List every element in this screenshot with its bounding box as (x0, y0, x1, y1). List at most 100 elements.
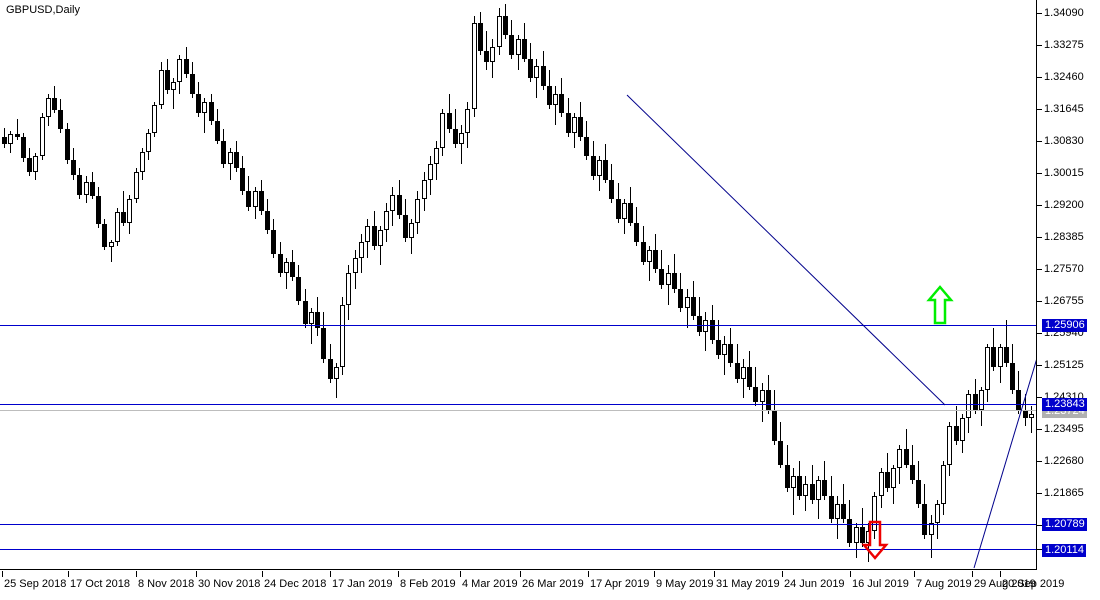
price-tick-label: 1.31645 (1044, 103, 1084, 115)
date-tick-label: 7 Aug 2019 (916, 578, 972, 590)
level-line-support-2[interactable] (0, 549, 1036, 550)
candle-body (115, 212, 120, 243)
price-tick-label: 1.32460 (1044, 71, 1084, 83)
date-tick-label: 24 Jun 2019 (784, 578, 845, 590)
date-tick-mark (654, 571, 655, 577)
candle-body (735, 363, 740, 379)
price-tick-mark (1037, 493, 1042, 494)
date-tick-label: 17 Apr 2019 (590, 578, 650, 590)
candle-body (979, 390, 984, 410)
price-tag-1.25906[interactable]: 1.25906 (1042, 319, 1087, 332)
date-tick-label: 24 Dec 2018 (264, 578, 327, 590)
chart-plot-area[interactable]: GBPUSD,Daily (0, 0, 1037, 570)
candle-body (528, 58, 533, 79)
candle-body (228, 152, 233, 164)
candle-body (935, 503, 940, 524)
candle-body (397, 195, 402, 215)
price-tag-1.23843[interactable]: 1.23843 (1042, 398, 1087, 411)
candle-body (916, 480, 921, 504)
candle-body (84, 181, 89, 196)
date-tick-label: 8 Nov 2018 (138, 578, 195, 590)
candle-body (459, 132, 464, 145)
price-tag-1.20114[interactable]: 1.20114 (1042, 544, 1086, 557)
candle-body (641, 242, 646, 262)
candle-body (509, 35, 514, 55)
candle-body (152, 105, 157, 133)
candle-body (278, 253, 283, 274)
price-tick-mark (1037, 301, 1042, 302)
candle-body (321, 327, 326, 360)
candle-body (778, 441, 783, 465)
candle-body (835, 503, 840, 520)
buy-arrow-up[interactable] (926, 285, 954, 325)
candle-body (728, 343, 733, 364)
candle-body (196, 93, 201, 114)
price-tick-mark (1037, 365, 1042, 366)
descending-resistance-trendline[interactable] (626, 94, 946, 406)
buy-arrow-up-glyph (926, 285, 954, 325)
candle-body (121, 212, 126, 223)
candle-body (710, 320, 715, 340)
date-tick-label: 26 Mar 2019 (522, 578, 584, 590)
date-tick-mark (330, 571, 331, 577)
price-tick-mark (1037, 549, 1042, 550)
date-tick-label: 25 Sep 2018 (4, 578, 67, 590)
candle-body (90, 181, 95, 196)
price-tick-label: 1.25125 (1044, 359, 1084, 371)
price-tick-mark (1037, 397, 1042, 398)
candle-body (134, 171, 139, 200)
candle-body (534, 66, 539, 79)
level-line-resistance-1[interactable] (0, 325, 1036, 326)
candle-body (303, 300, 308, 325)
candle-body (973, 394, 978, 410)
candle-body (897, 448, 902, 469)
candle-body (841, 503, 846, 520)
candle-body (353, 257, 358, 274)
candle-body (716, 339, 721, 356)
price-tag-1.20789[interactable]: 1.20789 (1042, 518, 1087, 531)
candle-body (184, 58, 189, 75)
date-tick-label: 9 May 2019 (656, 578, 714, 590)
candle-body (434, 148, 439, 164)
candle-body (46, 97, 51, 118)
candle-body (384, 210, 389, 231)
candle-body (209, 101, 214, 122)
candle-body (522, 39, 527, 59)
candle-wick (668, 265, 669, 305)
price-tick-label: 1.23495 (1044, 423, 1084, 435)
level-line-support-1[interactable] (0, 524, 1036, 525)
price-tick-label: 1.27570 (1044, 263, 1084, 275)
candle-body (998, 347, 1003, 367)
price-axis[interactable]: 1.34090 1.33275 1.32460 1.31645 1.30830 1.300… (1037, 0, 1100, 570)
candle-body (747, 366, 752, 387)
price-tick-label: 1.34090 (1044, 7, 1084, 19)
candle-body (785, 464, 790, 488)
candle-wick (724, 335, 725, 375)
candle-body (190, 74, 195, 94)
time-axis[interactable]: 25 Sep 2018 17 Oct 2018 8 Nov 2018 30 Nov 2… (0, 571, 1064, 600)
candle-body (603, 160, 608, 180)
date-tick-label: 20 Sep 2019 (1002, 578, 1065, 590)
candle-body (497, 15, 502, 47)
candle-wick (286, 257, 287, 289)
candle-body (691, 296, 696, 317)
date-tick-mark (1000, 571, 1001, 577)
level-line-current-price[interactable] (0, 410, 1036, 411)
candle-body (296, 277, 301, 301)
candle-body (929, 523, 934, 535)
date-tick-label: 31 May 2019 (716, 578, 780, 590)
candle-wick (204, 97, 205, 133)
candle-body (653, 249, 658, 270)
candle-body (847, 519, 852, 543)
candle-body (960, 417, 965, 442)
level-line-resistance-2[interactable] (0, 404, 1036, 405)
candle-body (559, 93, 564, 114)
candle-wick (17, 118, 18, 140)
candle-body (403, 214, 408, 239)
candle-body (33, 156, 38, 172)
candle-wick (449, 93, 450, 133)
candle-body (378, 230, 383, 246)
date-tick-mark (714, 571, 715, 577)
candle-body (96, 195, 101, 225)
candle-body (309, 312, 314, 325)
